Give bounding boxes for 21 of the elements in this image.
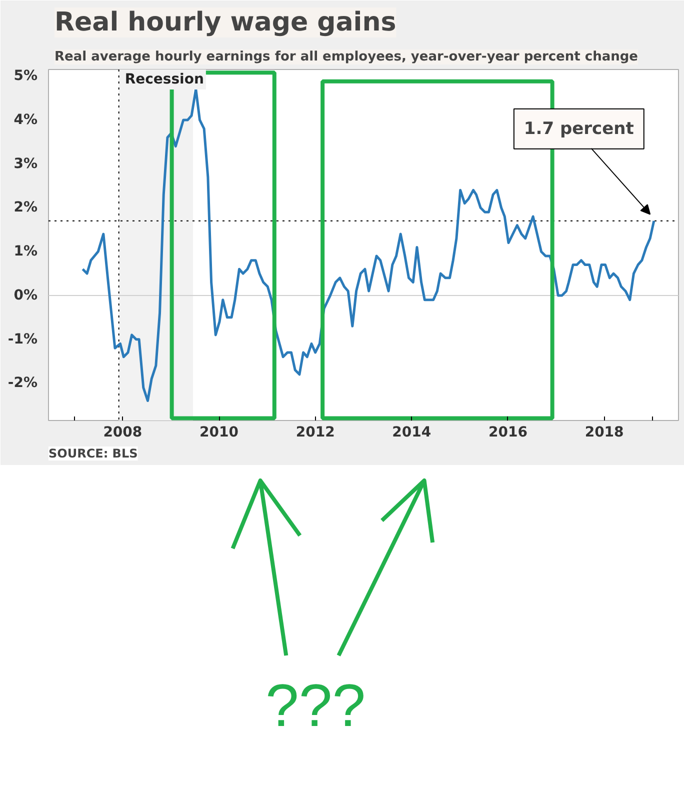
- y-tick-label: -2%: [8, 375, 38, 392]
- x-tick-label: 2018: [584, 424, 624, 440]
- annotation: 1.7 percent: [524, 118, 634, 139]
- text: ???: [266, 672, 366, 739]
- x-tick-label: 2012: [296, 424, 335, 440]
- y-tick-label: 3%: [14, 156, 38, 172]
- y-tick-label: -1%: [8, 331, 38, 348]
- line-series: [81, 88, 656, 402]
- x-tick-label: 2008: [103, 424, 142, 440]
- chart-subtitle: Real average hourly earnings for all employees, year-over-year percent change: [54, 50, 638, 64]
- band-label: Recession: [124, 72, 204, 88]
- x-tick-label: 2014: [392, 424, 432, 440]
- y-tick-label: 5%: [14, 68, 38, 84]
- y-tick-label: 2%: [14, 200, 38, 216]
- y-tick-label: 1%: [14, 244, 38, 260]
- y-tick-label: 0%: [14, 287, 38, 304]
- x-tick-label: 2016: [488, 424, 528, 440]
- y-tick-label: 4%: [14, 112, 38, 128]
- chart-title: Real hourly wage gains: [54, 8, 396, 38]
- source-note: SOURCE: BLS: [48, 446, 138, 460]
- x-tick-label: 2010: [200, 424, 239, 440]
